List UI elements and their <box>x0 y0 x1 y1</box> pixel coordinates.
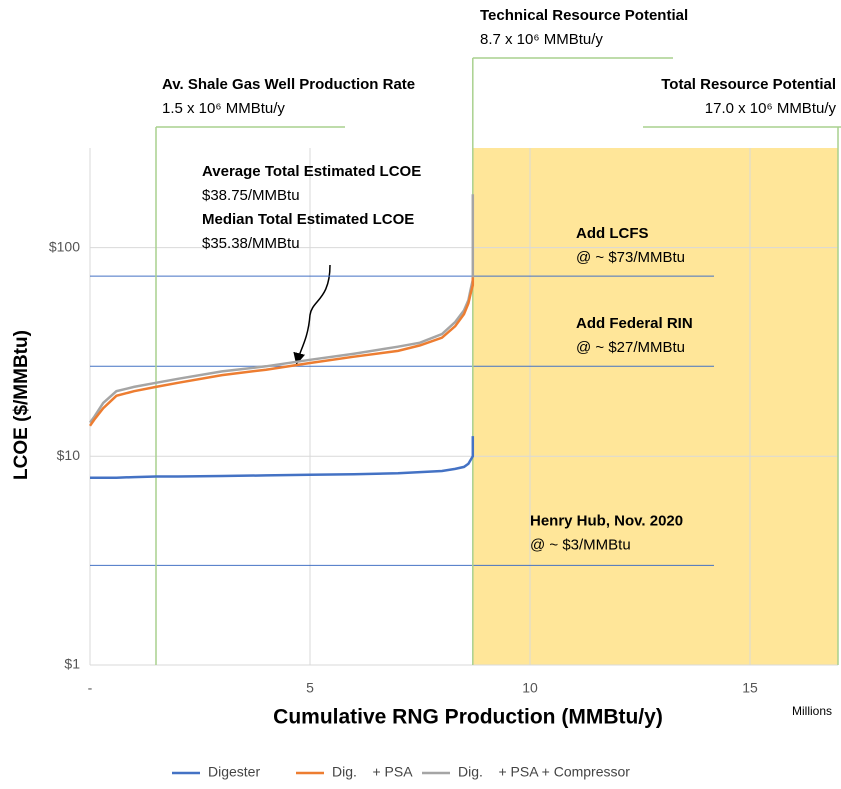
x-unit: Millions <box>792 704 832 718</box>
reference-label: Add LCFS <box>576 225 649 242</box>
resource-sublabel: 8.7 x 10⁶ MMBtu/y <box>480 31 603 48</box>
x-tick-label: - <box>88 680 93 696</box>
resource-sublabel: 1.5 x 10⁶ MMBtu/y <box>162 100 285 117</box>
legend-label: Digester <box>208 764 260 780</box>
x-tick-label: 15 <box>742 680 758 696</box>
legend-label: Dig. + PSA <box>332 764 413 780</box>
note-sublabel: $38.75/MMBtu <box>202 187 300 204</box>
reference-sublabel: @ ~ $3/MMBtu <box>530 536 631 553</box>
x-tick-label: 10 <box>522 680 538 696</box>
y-axis-title: LCOE ($/MMBtu) <box>11 330 32 480</box>
note-label: Average Total Estimated LCOE <box>202 163 421 180</box>
series-line <box>88 277 475 427</box>
y-tick-label: $10 <box>57 447 81 463</box>
x-axis-title: Cumulative RNG Production (MMBtu/y) <box>273 706 663 729</box>
resource-label: Total Resource Potential <box>661 76 836 93</box>
reference-sublabel: @ ~ $73/MMBtu <box>576 249 685 266</box>
resource-label: Technical Resource Potential <box>480 7 688 24</box>
y-tick-label: $100 <box>49 238 80 254</box>
x-tick-label: 5 <box>306 680 314 696</box>
resource-sublabel: 17.0 x 10⁶ MMBtu/y <box>705 100 837 117</box>
y-tick-label: $1 <box>64 656 80 672</box>
note-label: Median Total Estimated LCOE <box>202 211 414 228</box>
legend-label: Dig. + PSA + Compressor <box>458 764 630 780</box>
series-line <box>90 436 475 479</box>
reference-label: Henry Hub, Nov. 2020 <box>530 512 683 529</box>
median-arrow <box>293 264 331 365</box>
resource-label: Av. Shale Gas Well Production Rate <box>162 76 415 93</box>
reference-sublabel: @ ~ $27/MMBtu <box>576 339 685 356</box>
note-sublabel: $35.38/MMBtu <box>202 235 300 252</box>
resource-shade <box>472 148 838 665</box>
reference-label: Add Federal RIN <box>576 315 693 332</box>
